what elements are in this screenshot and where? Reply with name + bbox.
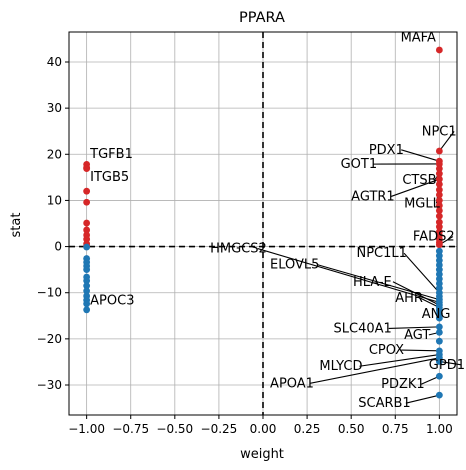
data-point: [435, 46, 443, 54]
data-point: [83, 282, 91, 290]
annotation-leader-line: [317, 264, 440, 301]
x-tick-label: 0.25: [294, 422, 321, 436]
x-tick-label: −0.50: [156, 422, 193, 436]
annotation-leader-line: [309, 357, 440, 384]
annotation-label: NPC1L1: [356, 246, 406, 261]
annotation-label: CPOX: [369, 343, 404, 358]
data-point: [435, 323, 443, 331]
annotation-label: ANG: [422, 307, 451, 322]
annotation-label: HLA-E: [353, 275, 392, 290]
annotation-leader-line: [405, 394, 440, 404]
annotation-label: NPC1: [422, 124, 457, 139]
annotation-label: GOT1: [341, 157, 378, 172]
data-point: [83, 277, 91, 285]
x-tick-label: −0.25: [201, 422, 238, 436]
x-tick-label: 0.75: [382, 422, 409, 436]
data-point: [83, 187, 91, 195]
x-tick-label: 1.00: [426, 422, 453, 436]
annotation-label: APOC3: [90, 293, 134, 308]
annotation-label: TGFB1: [89, 147, 133, 162]
annotation-label: CTSB: [402, 173, 436, 188]
y-tick-label: 10: [47, 193, 62, 207]
data-point: [435, 175, 443, 183]
y-tick-label: −30: [37, 378, 62, 392]
annotation-leader-line: [257, 248, 440, 303]
data-point: [435, 170, 443, 178]
data-point: [435, 337, 443, 345]
data-point: [83, 226, 91, 234]
y-tick-label: 20: [47, 147, 62, 161]
annotation-leader-line: [401, 149, 440, 162]
annotation-label: AHR: [395, 291, 423, 306]
data-point: [83, 287, 91, 295]
data-point: [435, 186, 443, 194]
chart-title: PPARA: [239, 10, 285, 26]
annotation-label: MLYCD: [319, 359, 362, 374]
data-point: [83, 266, 91, 274]
annotation-label: GPD1: [429, 358, 465, 373]
scatter-points: [83, 46, 443, 399]
data-point: [83, 219, 91, 227]
data-point: [435, 212, 443, 220]
annotation-label: MGLL: [404, 196, 441, 211]
data-point: [83, 243, 91, 251]
y-tick-label: −20: [37, 332, 62, 346]
data-point: [435, 147, 443, 155]
x-tick-label: −0.75: [112, 422, 149, 436]
y-axis-title: stat: [9, 213, 24, 238]
annotation-label: ITGB5: [90, 170, 129, 185]
y-tick-label: 0: [54, 240, 62, 254]
data-point: [435, 391, 443, 399]
data-point: [435, 165, 443, 172]
x-tick-label: −1.00: [68, 422, 105, 436]
annotation-label: SCARB1: [358, 396, 410, 411]
annotation-label: FADS2: [413, 230, 455, 245]
annotation-label: AGTR1: [351, 189, 395, 204]
annotation-leader-line: [390, 178, 440, 197]
data-point: [435, 207, 443, 214]
x-axis-ticks: −1.00 −0.75 −0.50 −0.25 0.00 0.25 0.50 0.75 1.00: [68, 415, 453, 436]
data-point: [435, 180, 443, 188]
annotation-leader-line: [392, 281, 440, 306]
data-point: [83, 300, 91, 308]
annotation-label: SLC40A1: [334, 321, 392, 336]
data-point: [83, 198, 91, 206]
data-point: [435, 191, 443, 199]
annotation-label: HMGCS2: [210, 242, 267, 257]
x-axis-title: weight: [240, 447, 284, 462]
data-point: [435, 223, 443, 231]
data-point: [435, 358, 443, 365]
reference-lines: [69, 32, 457, 415]
data-point: [435, 329, 443, 336]
data-point: [83, 165, 91, 172]
data-point: [435, 314, 443, 322]
y-tick-label: 30: [47, 101, 62, 115]
y-tick-label: −10: [37, 286, 62, 300]
annotation-label: MAFA: [401, 31, 436, 46]
annotation-label: APOA1: [270, 376, 314, 391]
data-point: [435, 241, 443, 249]
data-point: [435, 372, 443, 380]
annotation-label: PDZK1: [381, 377, 425, 392]
annotation-label: PDX1: [369, 143, 404, 158]
x-tick-label: 0.00: [250, 422, 277, 436]
annotation-label: AGT: [404, 328, 430, 343]
annotation-leader-line: [439, 360, 462, 366]
annotation-leader-line: [403, 252, 440, 294]
annotation-label: ELOVL5: [270, 258, 319, 273]
annotation-leader-line: [401, 349, 440, 352]
data-point: [435, 202, 443, 209]
y-axis-ticks: −30 −20 −10 0 10 20 30 40: [37, 55, 69, 392]
data-point: [83, 306, 91, 314]
x-tick-label: 0.50: [338, 422, 365, 436]
annotation-leader-line: [438, 131, 455, 152]
y-tick-label: 40: [47, 55, 62, 69]
annotation-leader-line: [359, 354, 440, 367]
annotation-leader-line: [388, 326, 440, 329]
data-point: [435, 197, 443, 204]
